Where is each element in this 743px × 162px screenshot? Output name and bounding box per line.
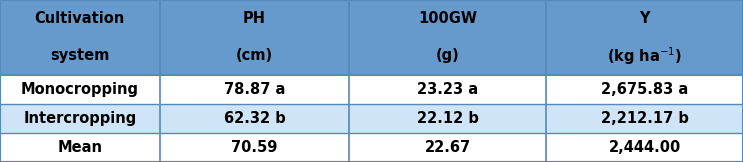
Text: Mean: Mean xyxy=(57,140,103,155)
Text: PH: PH xyxy=(243,11,266,26)
Text: system: system xyxy=(51,48,109,63)
Text: Monocropping: Monocropping xyxy=(21,82,139,97)
Bar xyxy=(0,75,743,104)
Text: Intercropping: Intercropping xyxy=(23,111,137,126)
Text: (kg ha$^{-1}$): (kg ha$^{-1}$) xyxy=(607,45,682,67)
Bar xyxy=(0,104,743,133)
Text: 2,444.00: 2,444.00 xyxy=(609,140,681,155)
Text: 70.59: 70.59 xyxy=(231,140,278,155)
Text: 78.87 a: 78.87 a xyxy=(224,82,285,97)
Text: Y: Y xyxy=(639,11,650,26)
Text: Cultivation: Cultivation xyxy=(35,11,125,26)
Text: 2,212.17 b: 2,212.17 b xyxy=(600,111,689,126)
Text: 22.67: 22.67 xyxy=(424,140,471,155)
Text: 100GW: 100GW xyxy=(418,11,477,26)
Text: (g): (g) xyxy=(436,48,459,63)
Text: 22.12 b: 22.12 b xyxy=(417,111,478,126)
Bar xyxy=(0,133,743,162)
Bar xyxy=(0,0,743,75)
Text: 2,675.83 a: 2,675.83 a xyxy=(601,82,688,97)
Text: 62.32 b: 62.32 b xyxy=(224,111,285,126)
Text: 23.23 a: 23.23 a xyxy=(417,82,478,97)
Text: (cm): (cm) xyxy=(236,48,273,63)
